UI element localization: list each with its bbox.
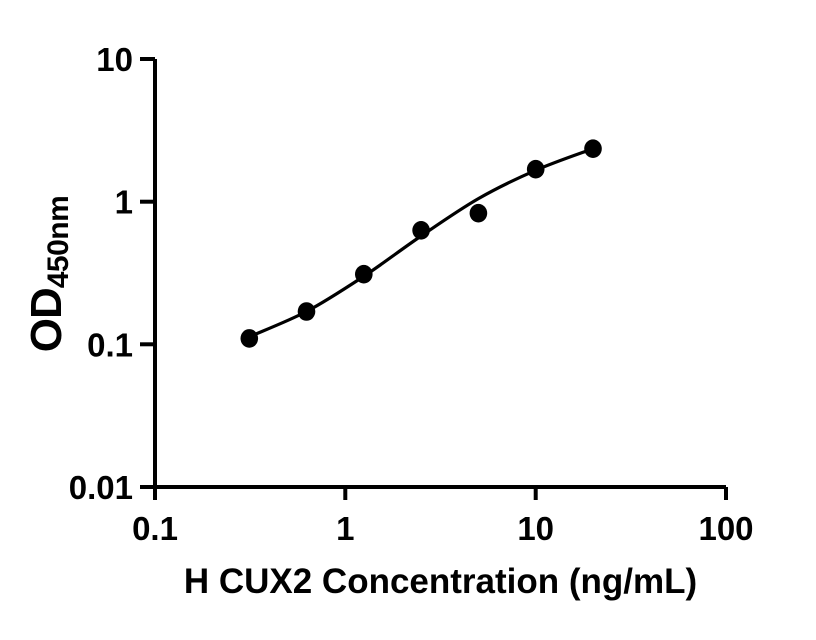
y-tick-label: 0.01 [69,469,133,506]
x-tick-label: 1 [336,510,354,547]
data-point [240,329,259,348]
y-axis-title-main: OD [22,288,71,353]
y-tick-label: 0.1 [87,326,133,363]
y-axis-title-subscript: 450nm [42,195,75,289]
data-point [584,139,602,158]
data-point [412,221,430,240]
x-axis-title: H CUX2 Concentration (ng/mL) [183,562,698,601]
data-point [297,302,316,321]
x-tick-label: 100 [698,510,753,547]
data-point [355,264,373,284]
data-point [469,203,488,223]
x-tick-label: 0.1 [132,510,178,547]
y-tick-label: 10 [96,41,133,78]
y-axis-title: OD 450nm [22,174,75,374]
data-point [526,159,545,179]
y-tick-label: 1 [115,184,133,221]
x-tick-label: 10 [517,510,554,547]
